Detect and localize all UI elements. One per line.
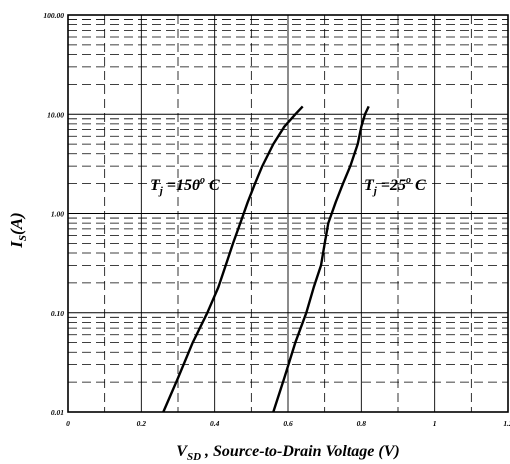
series-label-tj150: Tj =150o C bbox=[150, 175, 220, 197]
x-tick-label: 0.6 bbox=[283, 419, 293, 428]
y-tick-label: 10.00 bbox=[47, 110, 64, 119]
series-label-tj25: Tj =25o C bbox=[364, 175, 426, 197]
y-tick-label: 0.10 bbox=[51, 309, 64, 318]
series-layer bbox=[162, 105, 370, 413]
x-tick-label: 0.4 bbox=[210, 419, 220, 428]
series-line-0 bbox=[162, 105, 304, 413]
y-tick-label: 0.01 bbox=[51, 408, 64, 417]
y-tick-label: 1.00 bbox=[51, 210, 64, 219]
x-tick-label: 1.2 bbox=[503, 419, 510, 428]
x-tick-label: 1 bbox=[433, 419, 437, 428]
x-axis-label: VSD , Source-to-Drain Voltage (V) bbox=[176, 443, 399, 463]
x-tick-label: 0.2 bbox=[137, 419, 147, 428]
x-tick-label: 0.8 bbox=[357, 419, 367, 428]
x-tick-label: 0 bbox=[66, 419, 70, 428]
series-line-1 bbox=[272, 105, 370, 413]
tick-labels: 0.01 0.10 1.00 10.00 100.00 0 0.2 0.4 0.6 0.8 1 1.2 bbox=[43, 11, 510, 428]
y-axis-label: IS(A) bbox=[7, 212, 29, 248]
y-tick-label: 100.00 bbox=[43, 11, 64, 20]
grid bbox=[68, 14, 508, 413]
